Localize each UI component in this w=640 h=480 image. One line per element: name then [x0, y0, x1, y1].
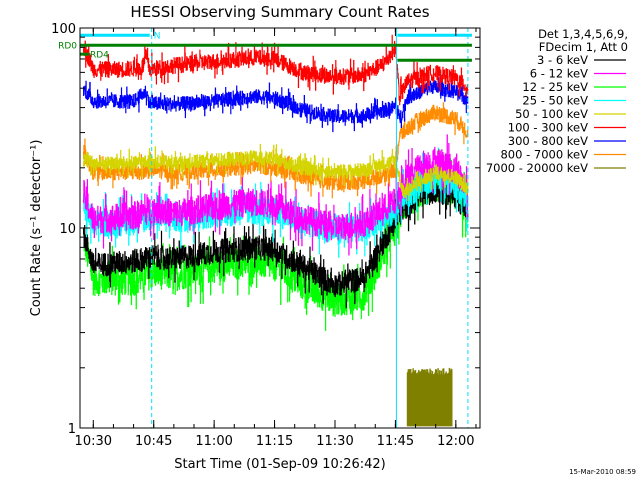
flag-label-n: N [154, 32, 161, 42]
y-axis-ticks: 1 10 100 [51, 22, 480, 437]
legend-label-6-12kev: 6 - 12 keV [530, 67, 588, 81]
legend-label-800-7000kev: 800 - 7000 keV [500, 148, 588, 162]
x-tick-label-12:00: 12:00 [437, 434, 474, 449]
x-tick-label-11:45: 11:45 [377, 434, 414, 449]
series-100-300kev [83, 34, 469, 106]
legend-label-25-50kev: 25 - 50 keV [522, 94, 588, 108]
flag-label-rd4: RD4 [90, 51, 109, 61]
flag-bars: RD0 RD4 N [58, 32, 472, 62]
x-tick-label-10:30: 10:30 [75, 434, 112, 449]
legend: Det 1,3,4,5,6,9, FDecim 1, Att 0 3 - 6 k… [486, 27, 628, 175]
legend-label-3-6kev: 3 - 6 keV [537, 53, 588, 67]
y-axis-label: Count Rate (s⁻¹ detector⁻¹) [29, 140, 44, 317]
x-axis-label: Start Time (01-Sep-09 10:26:42) [174, 457, 385, 472]
date-stamp: 15-Mar-2010 08:59 [569, 468, 636, 476]
x-tick-label-10:45: 10:45 [135, 434, 172, 449]
y-tick-label-100: 100 [51, 22, 76, 37]
x-tick-label-11:30: 11:30 [316, 434, 353, 449]
x-tick-label-11:00: 11:00 [195, 434, 232, 449]
flag-label-rd0: RD0 [58, 42, 77, 52]
series-300-800kev [83, 74, 469, 133]
y-tick-label-10: 10 [59, 222, 76, 237]
x-tick-label-11:15: 11:15 [256, 434, 293, 449]
series-50-100kev [83, 143, 469, 202]
legend-label-12-25kev: 12 - 25 keV [522, 80, 588, 94]
legend-label-50-100kev: 50 - 100 keV [515, 107, 588, 121]
series-layer [83, 34, 469, 427]
x-axis-ticks: 10:30 10:45 11:00 11:15 11:30 11:45 12:00 [75, 28, 477, 449]
legend-header-line-1: Det 1,3,4,5,6,9, [538, 27, 628, 41]
series-7000-20000kev [406, 367, 453, 427]
chart-title: HESSI Observing Summary Count Rates [130, 3, 429, 21]
legend-label-100-300kev: 100 - 300 keV [508, 121, 588, 135]
legend-label-7000-20000kev: 7000 - 20000 keV [486, 161, 588, 175]
y-tick-label-1: 1 [68, 422, 76, 437]
legend-label-300-800kev: 300 - 800 keV [508, 134, 588, 148]
legend-header-line-2: FDecim 1, Att 0 [539, 40, 628, 54]
